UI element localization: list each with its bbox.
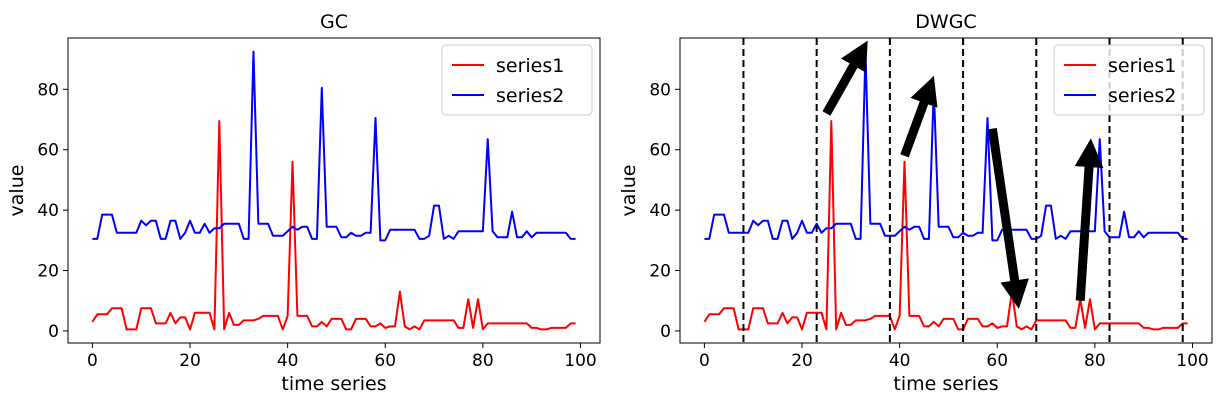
x-tick-label: 60: [374, 351, 396, 371]
x-tick-label: 0: [87, 351, 98, 371]
x-tick-label: 20: [179, 351, 201, 371]
x-tick-label: 40: [277, 351, 299, 371]
axes-frame: [67, 37, 601, 344]
series-line-series1: [91, 120, 576, 331]
annotation-arrow: [987, 127, 1029, 309]
annotation-arrow: [1074, 138, 1104, 302]
y-axis-label: value: [6, 165, 28, 217]
legend-label-series2: series2: [496, 85, 564, 107]
legend: series1 series2: [1053, 44, 1205, 116]
chart-title: DWGC: [915, 11, 976, 33]
legend-label-series1: series1: [496, 55, 564, 77]
x-axis-label: time series: [281, 373, 386, 395]
x-axis-label: time series: [893, 373, 998, 395]
annotation-arrow: [822, 40, 868, 116]
x-tick-label: 20: [791, 351, 813, 371]
plot-area: [703, 38, 1188, 343]
y-tick-label: 80: [649, 80, 671, 100]
y-tick-label: 20: [649, 262, 671, 282]
x-tick-label: 100: [1176, 351, 1208, 371]
x-tick-label: 0: [699, 351, 710, 371]
x-tick-label: 40: [889, 351, 911, 371]
legend: series1 series2: [441, 44, 593, 116]
legend-label-series2: series2: [1108, 85, 1176, 107]
series-line-series2: [704, 50, 1188, 242]
axes-frame: [679, 37, 1213, 344]
legend-label-series1: series1: [1108, 55, 1176, 77]
series-line-series2: [92, 50, 576, 242]
y-tick-label: 0: [48, 322, 59, 342]
legend-box: [1053, 44, 1205, 116]
y-tick-label: 40: [649, 201, 671, 221]
y-tick-label: 40: [37, 201, 59, 221]
legend-box: [441, 44, 593, 116]
chart-panel-2: DWGC 0 20 40 60 80 100 0 20 40 60 80 time series valu…: [618, 11, 1213, 395]
x-tick-label: 80: [472, 351, 494, 371]
x-tick-label: 100: [564, 351, 596, 371]
y-axis-label: value: [618, 165, 640, 217]
series-line-series1: [703, 120, 1188, 331]
chart-panel-1: GC 0 20 40 60 80 100 0 20 40 60 80 time series value s…: [6, 11, 601, 395]
y-tick-label: 20: [37, 262, 59, 282]
plot-area: [91, 50, 576, 331]
y-tick-label: 0: [660, 322, 671, 342]
chart-title: GC: [320, 11, 348, 33]
x-tick-label: 80: [1084, 351, 1106, 371]
y-tick-label: 60: [37, 141, 59, 161]
y-tick-label: 60: [649, 141, 671, 161]
annotation-arrow: [900, 75, 938, 158]
y-tick-label: 80: [37, 80, 59, 100]
x-tick-label: 60: [986, 351, 1008, 371]
